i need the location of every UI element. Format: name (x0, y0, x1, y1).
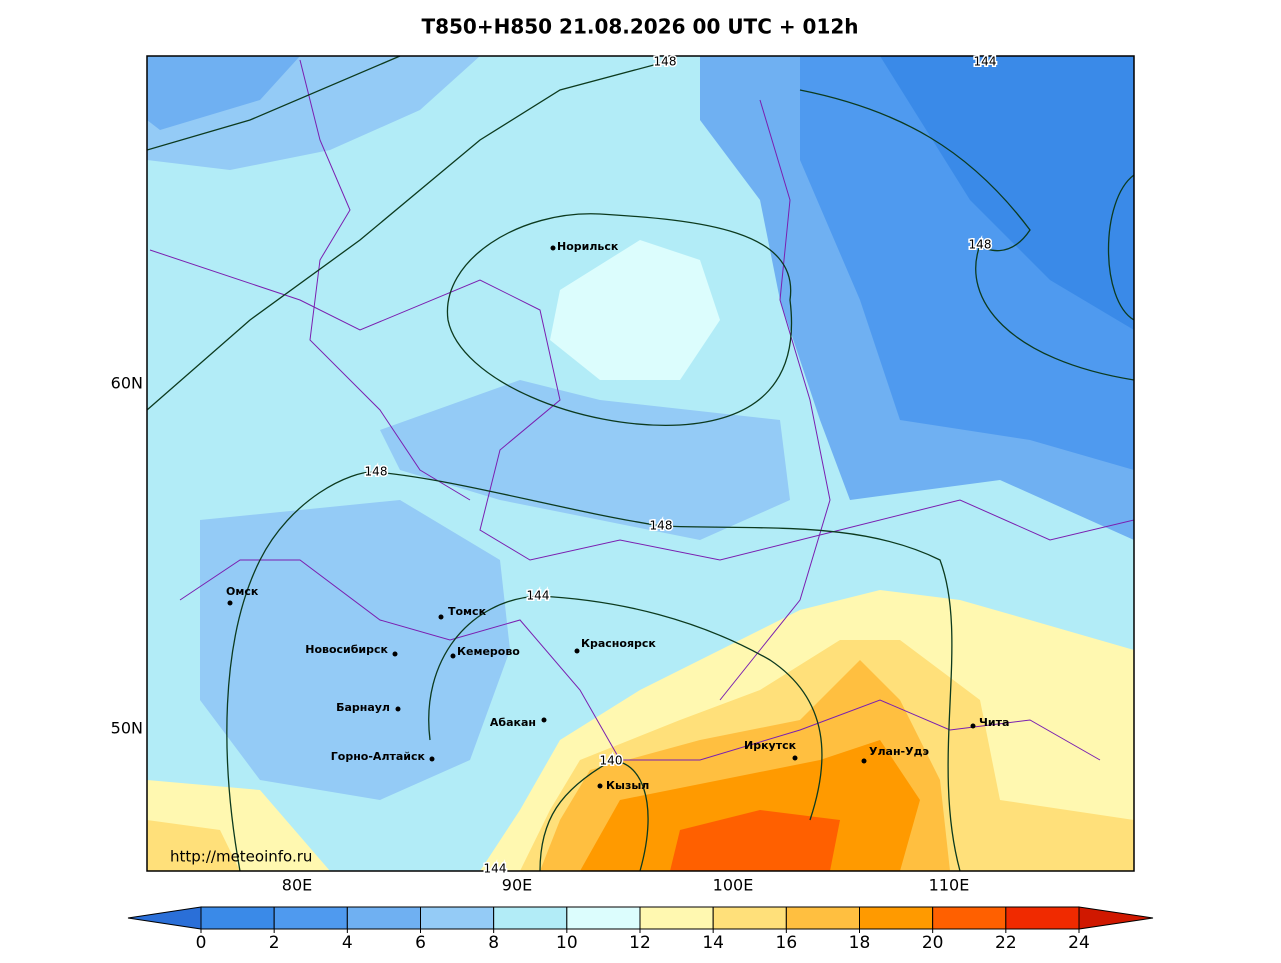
map-frame (146, 55, 1135, 872)
colorbar-segment (785, 906, 860, 930)
city-label: Томск (448, 605, 487, 618)
city-dot (861, 758, 867, 764)
lon-label: 80E (282, 876, 312, 895)
city-label: Улан-Удэ (869, 745, 929, 758)
city-label: Барнаул (336, 701, 390, 714)
colorbar-tick-label: 0 (196, 933, 207, 953)
colorbar-tick-label: 12 (629, 933, 651, 953)
colorbar-tick-label: 18 (849, 933, 871, 953)
city-label: Кызыл (606, 779, 649, 792)
colorbar-under (127, 906, 202, 930)
source: http://meteoinfo.ru (170, 848, 312, 866)
lon-label: 90E (502, 876, 532, 895)
city-label: Омск (226, 585, 259, 598)
city-dot (792, 755, 798, 761)
city-dot (450, 653, 456, 659)
city-label: Кемерово (457, 645, 520, 658)
city-label: Чита (979, 716, 1009, 729)
lat-label: 60N (111, 374, 143, 393)
contour-label: 144 (484, 862, 507, 876)
contour-label: 148 (650, 519, 673, 533)
colorbar-tick-label: 16 (776, 933, 798, 953)
colorbar-over (1078, 906, 1154, 930)
lat-label: 50N (111, 719, 143, 738)
colorbar-tick-label: 22 (995, 933, 1017, 953)
city-dot (541, 717, 547, 723)
contour-label: 140 (600, 754, 623, 768)
colorbar-segment (859, 906, 934, 930)
city-label: Красноярск (581, 637, 656, 650)
title: T850+H850 21.08.2026 00 UTC + 012h (421, 15, 858, 39)
map (147, 56, 1134, 871)
city-label: Норильск (557, 240, 619, 253)
city-label: Иркутск (744, 739, 797, 752)
city-dot (429, 756, 435, 762)
colorbar-segment (200, 906, 275, 930)
colorbar-segment (932, 906, 1007, 930)
colorbar-tick-label: 14 (702, 933, 724, 953)
city-label: Абакан (490, 716, 536, 729)
contour-label: 144 (527, 589, 550, 603)
colorbar-segment (639, 906, 714, 930)
city-dot (395, 706, 401, 712)
city-dot (550, 245, 556, 251)
city-dot (970, 723, 976, 729)
contour-label: 148 (365, 465, 388, 479)
colorbar-tick-label: 24 (1068, 933, 1090, 953)
colorbar-segment (566, 906, 641, 930)
city-label: Новосибирск (305, 643, 388, 656)
colorbar-segment (493, 906, 568, 930)
contour-label: 148 (654, 55, 677, 69)
city-dot (597, 783, 603, 789)
colorbar-tick-label: 6 (415, 933, 426, 953)
colorbar-tick-label: 10 (556, 933, 578, 953)
colorbar-tick-label: 4 (342, 933, 353, 953)
colorbar-segment (273, 906, 348, 930)
colorbar-segment (1005, 906, 1080, 930)
city-dot (438, 614, 444, 620)
contour-label: 144 (974, 55, 997, 69)
colorbar-tick-label: 2 (269, 933, 280, 953)
colorbar-segment (346, 906, 422, 930)
city-label: Горно-Алтайск (331, 750, 426, 763)
colorbar-tick-label: 8 (488, 933, 499, 953)
colorbar-tick-label: 20 (922, 933, 944, 953)
colorbar-segment (712, 906, 787, 930)
colorbar-segment (420, 906, 495, 930)
lon-label: 100E (713, 876, 754, 895)
city-dot (574, 648, 580, 654)
city-dot (227, 600, 233, 606)
city-dot (392, 651, 398, 657)
contour-label: 148 (969, 238, 992, 252)
lon-label: 110E (929, 876, 970, 895)
